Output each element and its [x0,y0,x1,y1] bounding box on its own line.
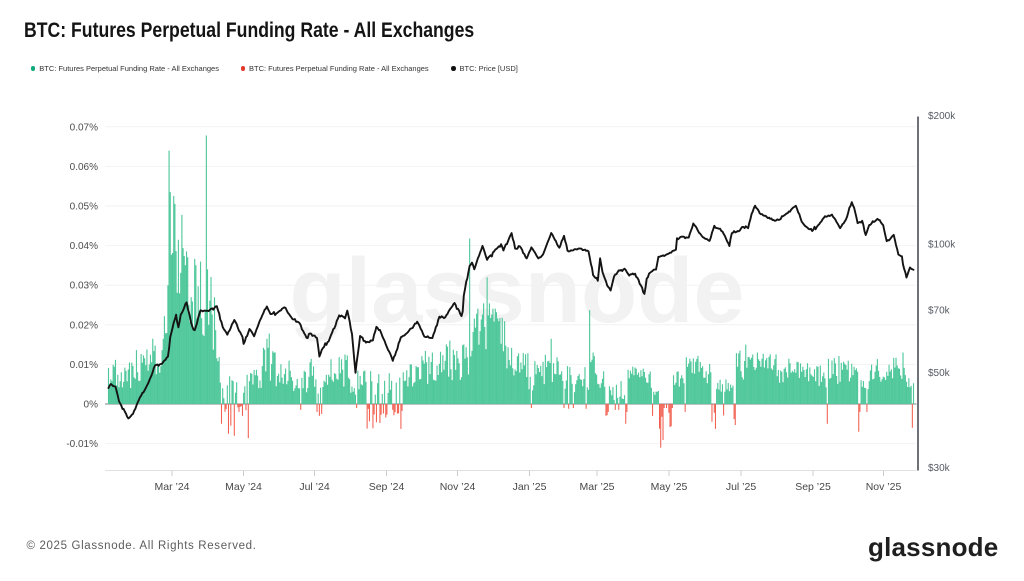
svg-text:Jan ’25: Jan ’25 [513,481,547,493]
svg-text:$50k: $50k [928,368,951,379]
svg-text:Nov ’24: Nov ’24 [440,481,476,493]
svg-text:0.03%: 0.03% [70,281,98,292]
svg-text:Nov ’25: Nov ’25 [866,481,902,493]
svg-text:$70k: $70k [928,306,951,317]
svg-text:$200k: $200k [928,111,956,122]
svg-text:Jul ’24: Jul ’24 [299,481,330,493]
svg-text:-0.01%: -0.01% [66,439,98,450]
svg-text:0.04%: 0.04% [70,241,98,252]
svg-text:Mar ’25: Mar ’25 [579,481,614,493]
svg-text:$100k: $100k [928,240,956,251]
svg-text:0.06%: 0.06% [70,162,98,173]
svg-text:Jul ’25: Jul ’25 [726,481,757,493]
svg-text:$30k: $30k [928,463,951,474]
svg-text:Sep ’25: Sep ’25 [795,481,831,493]
svg-text:0.05%: 0.05% [70,202,98,213]
svg-text:Sep ’24: Sep ’24 [369,481,405,493]
svg-text:Mar ’24: Mar ’24 [154,481,189,493]
svg-text:0.07%: 0.07% [70,122,98,133]
svg-text:0%: 0% [84,400,99,411]
svg-text:glassnode: glassnode [289,240,744,342]
svg-text:May ’25: May ’25 [651,481,688,493]
svg-text:May ’24: May ’24 [225,481,262,493]
svg-text:0.02%: 0.02% [70,320,98,331]
svg-text:0.01%: 0.01% [70,360,98,371]
